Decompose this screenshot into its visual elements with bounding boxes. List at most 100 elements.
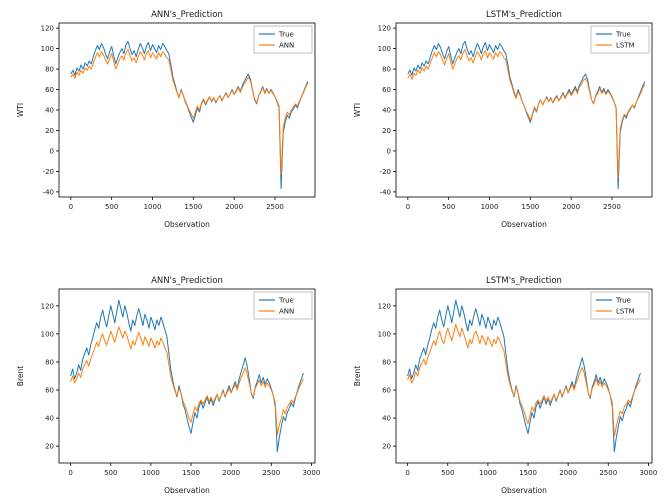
y-tick-label: 20 [382, 127, 391, 135]
plot-spines [395, 288, 653, 464]
y-tick-label: -40 [379, 188, 390, 196]
series-line-true [70, 40, 309, 190]
series-line-lstm [406, 323, 641, 437]
chart-canvas-ann-wti: ANN's_Prediction -40 -20 0 20 40 60 80 100 120 0 50… [16, 10, 316, 229]
y-tick-label: -20 [379, 168, 390, 176]
x-tick-label: 500 [104, 469, 117, 477]
x-tick-label: 0 [69, 203, 73, 211]
y-tick-label: 40 [45, 415, 54, 423]
x-tick-label: 2000 [562, 203, 580, 211]
x-tick-label: 1000 [142, 469, 160, 477]
x-tick-label: 1500 [185, 203, 203, 211]
legend-label-true: True [615, 297, 631, 305]
y-tick-label: 20 [45, 443, 54, 451]
legend-box [590, 291, 650, 320]
y-axis-label: WTI [353, 103, 362, 117]
y-tick-label: 100 [41, 45, 54, 53]
x-tick-label: 500 [441, 469, 454, 477]
y-tick-label: -40 [43, 188, 54, 196]
y-tick-label: 80 [45, 66, 54, 74]
y-tick-label: 120 [377, 25, 390, 33]
series-line-ann [70, 326, 305, 436]
y-tick-label: 120 [41, 302, 54, 310]
chart-canvas-lstm-wti: LSTM's_Prediction -40 -20 0 20 40 60 80 100 120 0 5… [353, 10, 653, 229]
y-tick-label: 80 [382, 358, 391, 366]
chart-grid: ANN's_Prediction -40 -20 0 20 40 60 80 100 120 0 50… [8, 6, 665, 496]
x-axis-label: Observation [501, 486, 547, 495]
legend-box [590, 25, 650, 54]
chart-panel-lstm-brent: LSTM's_Prediction 20 40 60 80 100 120 0 500 1000 1… [350, 272, 660, 496]
legend-box [253, 291, 313, 320]
y-tick-label: 0 [386, 147, 390, 155]
y-tick-label: 100 [377, 330, 390, 338]
chart-title: ANN's_Prediction [151, 276, 223, 286]
x-tick-label: 1500 [182, 469, 200, 477]
y-tick-label: 80 [382, 66, 391, 74]
series-line-true [70, 299, 305, 453]
x-tick-label: 0 [69, 469, 73, 477]
y-tick-label: 20 [45, 127, 54, 135]
x-tick-label: 2500 [599, 469, 617, 477]
legend-label-lstm: LSTM [616, 308, 635, 316]
series-line-lstm [407, 49, 645, 179]
legend-label-true: True [278, 297, 294, 305]
chart-canvas-lstm-brent: LSTM's_Prediction 20 40 60 80 100 120 0 500 1000 1… [353, 276, 657, 495]
y-tick-label: 60 [45, 86, 54, 94]
y-tick-label: 20 [382, 443, 391, 451]
y-axis-label: Brent [353, 366, 362, 386]
x-tick-label: 500 [105, 203, 118, 211]
chart-panel-ann-wti: ANN's_Prediction -40 -20 0 20 40 60 80 100 120 0 50… [13, 6, 323, 230]
y-tick-label: -20 [43, 168, 54, 176]
y-tick-label: 100 [377, 45, 390, 53]
x-tick-label: 2500 [266, 203, 284, 211]
x-axis-label: Observation [501, 220, 547, 229]
chart-canvas-ann-brent: ANN's_Prediction 20 40 60 80 100 120 0 500 1000 15… [16, 276, 321, 495]
chart-panel-ann-brent: ANN's_Prediction 20 40 60 80 100 120 0 500 1000 15… [13, 272, 323, 496]
x-tick-label: 3000 [303, 469, 321, 477]
x-tick-label: 1000 [480, 203, 498, 211]
x-tick-label: 2500 [603, 203, 621, 211]
y-tick-label: 0 [50, 147, 54, 155]
legend-label-ann: ANN [279, 42, 294, 50]
x-tick-label: 1000 [479, 469, 497, 477]
series-line-true [407, 40, 645, 190]
series-line-ann [70, 49, 309, 175]
x-tick-label: 500 [442, 203, 455, 211]
plot-spines [58, 288, 316, 464]
x-tick-label: 2000 [225, 203, 243, 211]
chart-title: LSTM's_Prediction [486, 10, 562, 20]
x-tick-label: 0 [405, 203, 409, 211]
y-axis-label: WTI [16, 103, 25, 117]
legend-label-ann: ANN [279, 308, 294, 316]
x-axis-label: Observation [164, 486, 210, 495]
series-line-true [406, 299, 641, 453]
x-tick-label: 1000 [144, 203, 162, 211]
y-tick-label: 60 [382, 86, 391, 94]
y-tick-label: 40 [45, 107, 54, 115]
x-axis-label: Observation [164, 220, 210, 229]
y-tick-label: 100 [41, 330, 54, 338]
chart-title: ANN's_Prediction [151, 10, 223, 20]
x-tick-label: 2000 [559, 469, 577, 477]
legend-label-lstm: LSTM [616, 42, 635, 50]
y-tick-label: 120 [377, 302, 390, 310]
y-tick-label: 120 [41, 25, 54, 33]
chart-panel-lstm-wti: LSTM's_Prediction -40 -20 0 20 40 60 80 100 120 0 5… [350, 6, 660, 230]
legend-label-true: True [615, 31, 631, 39]
x-tick-label: 0 [405, 469, 409, 477]
y-tick-label: 80 [45, 358, 54, 366]
x-tick-label: 1500 [519, 469, 537, 477]
y-tick-label: 40 [382, 415, 391, 423]
y-tick-label: 60 [45, 387, 54, 395]
legend-box [253, 25, 313, 54]
x-tick-label: 1500 [521, 203, 539, 211]
y-tick-label: 60 [382, 387, 391, 395]
x-tick-label: 2500 [263, 469, 281, 477]
legend-label-true: True [278, 31, 294, 39]
x-tick-label: 3000 [639, 469, 657, 477]
y-tick-label: 40 [382, 107, 391, 115]
y-axis-label: Brent [16, 366, 25, 386]
x-tick-label: 2000 [222, 469, 240, 477]
chart-title: LSTM's_Prediction [486, 276, 562, 286]
